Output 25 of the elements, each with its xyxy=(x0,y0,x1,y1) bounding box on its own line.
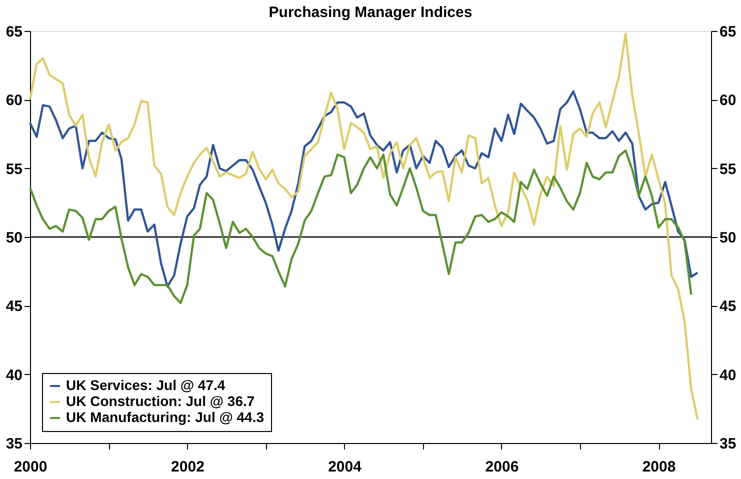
x-tick-label: 2006 xyxy=(485,458,519,476)
y2-tick-label: 55 xyxy=(720,160,736,178)
legend-label: UK Construction: Jul @ 36.7 xyxy=(66,393,255,409)
x-tick-label: 2008 xyxy=(642,458,676,476)
line-series xyxy=(28,149,692,304)
x-tick-label: 2004 xyxy=(328,458,362,476)
legend-label: UK Manufacturing: Jul @ 44.3 xyxy=(66,409,264,425)
y2-tick-label: 35 xyxy=(720,436,736,452)
y2-tick-label: 50 xyxy=(720,230,736,246)
y2-tick-label: 45 xyxy=(720,298,736,316)
y-tick-label: 50 xyxy=(6,230,22,246)
y-tick-label: 55 xyxy=(6,160,22,178)
chart-title: Purchasing Manager Indices xyxy=(268,4,472,21)
y2-tick-label: 65 xyxy=(720,24,736,40)
y-tick-label: 40 xyxy=(6,366,22,384)
y-tick-label: 60 xyxy=(6,92,22,110)
y2-tick-label: 60 xyxy=(720,92,736,110)
y-tick-label: 35 xyxy=(6,436,22,452)
legend-label: UK Services: Jul @ 47.4 xyxy=(66,377,226,393)
x-tick-label: 2002 xyxy=(171,458,204,476)
y2-tick-label: 40 xyxy=(720,366,736,384)
line-series xyxy=(28,90,699,288)
y-tick-label: 45 xyxy=(6,298,22,316)
y-tick-label: 65 xyxy=(6,24,22,40)
x-tick-label: 2000 xyxy=(14,458,48,476)
